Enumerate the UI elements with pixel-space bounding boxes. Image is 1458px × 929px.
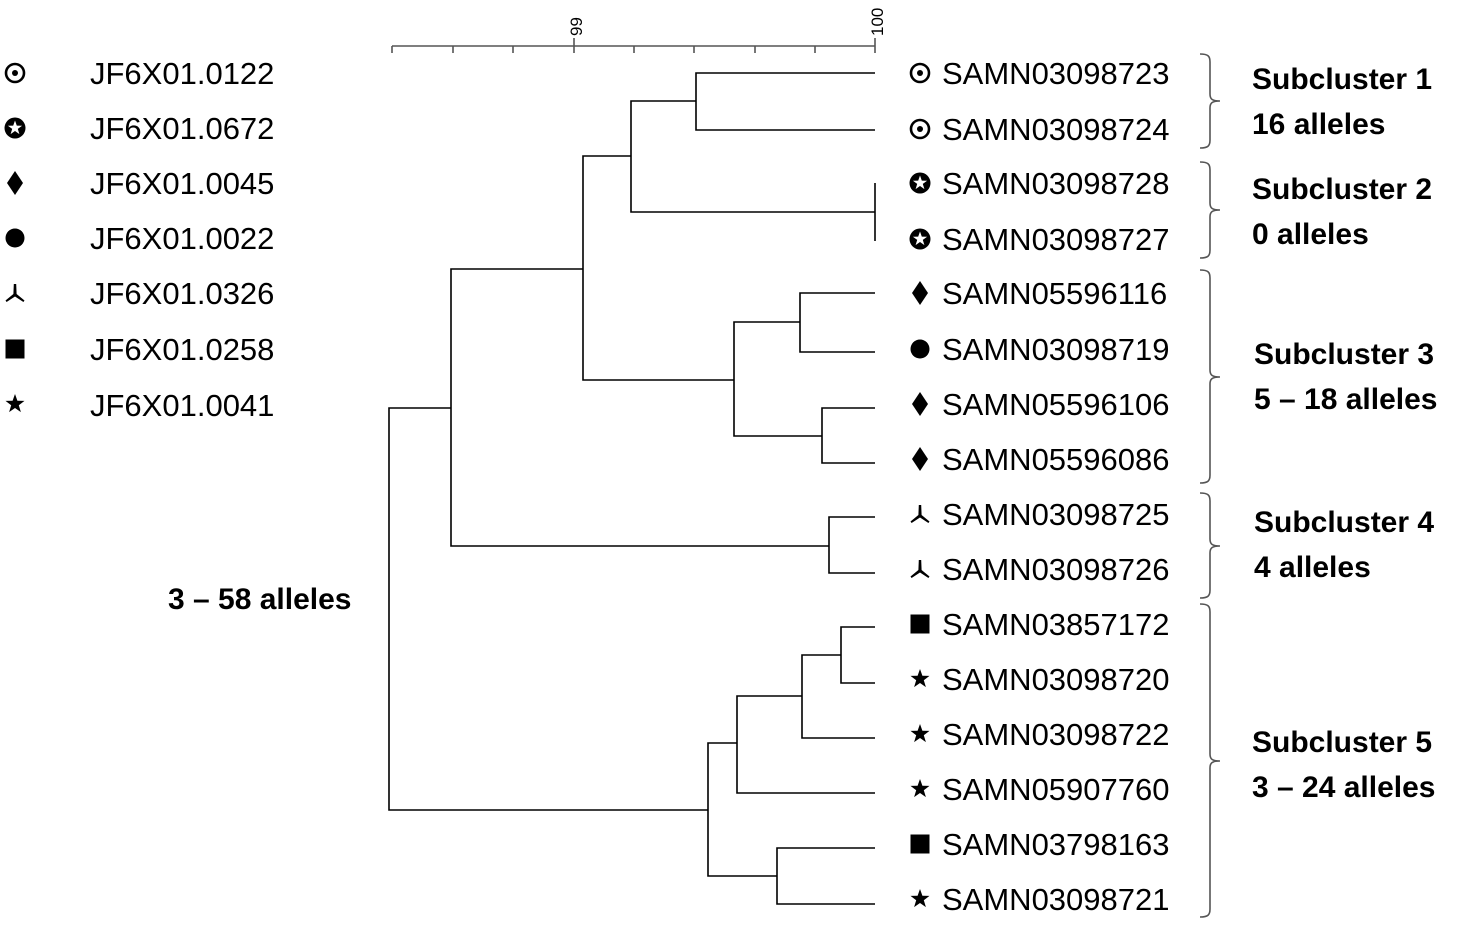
leaf-star-icon [910, 889, 930, 908]
subcluster-brackets [1199, 53, 1221, 918]
subcluster-annotations: Subcluster 1 16 alleles Subcluster 2 0 a… [1252, 63, 1438, 804]
leaf-label: SAMN03798163 [942, 827, 1170, 862]
legend-label: JF6X01.0045 [90, 166, 274, 201]
leaf-label: SAMN03098723 [942, 56, 1170, 91]
leaf-label: SAMN03098724 [942, 112, 1170, 147]
leaf-label: SAMN03098721 [942, 882, 1170, 917]
tree-branch [736, 695, 875, 794]
subcluster-bracket [1199, 603, 1221, 918]
leaf-label: SAMN05596116 [942, 276, 1167, 311]
leaf-label: SAMN05596086 [942, 442, 1170, 477]
tree-branch [733, 321, 822, 437]
leaf-diamond-icon [912, 392, 928, 416]
leaf-label: SAMN05596106 [942, 387, 1170, 422]
legend-square-icon [5, 339, 25, 359]
leaf-diamond-icon [912, 447, 928, 471]
tree-branch [582, 155, 734, 381]
subcluster-1-alleles: 16 alleles [1252, 108, 1385, 141]
legend-tri-branch-icon [5, 284, 25, 302]
tree-branch [828, 516, 875, 574]
leaf-list: SAMN03098723 SAMN03098724 SAMN03098728 S… [909, 56, 1170, 917]
scale-label-99: 99 [567, 17, 586, 36]
leaf-label: SAMN03098719 [942, 332, 1170, 367]
tree-branch [695, 72, 875, 131]
leaf-label: SAMN03098726 [942, 552, 1170, 587]
leaf-label: SAMN03098728 [942, 166, 1170, 201]
subcluster-2-alleles: 0 alleles [1252, 218, 1369, 251]
similarity-scale: 99 100 [391, 8, 887, 53]
leaf-circled-star-icon [909, 172, 931, 194]
legend-circled-dot-icon [4, 62, 26, 84]
legend-label: JF6X01.0672 [90, 111, 274, 146]
legend: JF6X01.0122 JF6X01.0672 JF6X01.0045 JF6X… [4, 56, 274, 423]
leaf-label: SAMN03098722 [942, 717, 1170, 752]
subcluster-3-alleles: 5 – 18 alleles [1254, 383, 1438, 416]
subcluster-3-name: Subcluster 3 [1254, 338, 1434, 371]
tree-branch [707, 742, 777, 877]
tree-branch [450, 268, 829, 547]
scale-label-100: 100 [868, 8, 887, 36]
leaf-square-icon [910, 834, 930, 854]
subcluster-5-alleles: 3 – 24 alleles [1252, 771, 1436, 804]
subcluster-bracket [1199, 492, 1221, 599]
legend-label: JF6X01.0258 [90, 332, 274, 367]
subcluster-bracket [1199, 269, 1221, 484]
subcluster-2-name: Subcluster 2 [1252, 173, 1432, 206]
root-annotation: 3 – 58 alleles [168, 583, 352, 616]
leaf-circle-icon [910, 339, 930, 359]
legend-label: JF6X01.0041 [90, 388, 274, 423]
leaf-tri-branch-icon [910, 560, 930, 578]
leaf-diamond-icon [912, 281, 928, 305]
leaf-star-icon [910, 724, 930, 743]
legend-circle-icon [5, 228, 25, 248]
tree-branch [776, 847, 875, 905]
subcluster-5-name: Subcluster 5 [1252, 726, 1432, 759]
tree-branch [630, 100, 875, 213]
legend-label: JF6X01.0022 [90, 221, 274, 256]
tree-branch [840, 626, 875, 684]
legend-star-icon [5, 394, 25, 413]
tree-branch [821, 407, 875, 464]
leaf-label: SAMN03098727 [942, 222, 1170, 257]
subcluster-4-name: Subcluster 4 [1254, 506, 1434, 539]
leaf-label: SAMN03857172 [942, 607, 1170, 642]
legend-diamond-icon [7, 171, 23, 195]
subcluster-1-name: Subcluster 1 [1252, 63, 1432, 96]
legend-label: JF6X01.0326 [90, 276, 274, 311]
leaf-circled-dot-icon [909, 62, 931, 84]
leaf-star-icon [910, 669, 930, 688]
legend-circled-star-icon [4, 117, 26, 139]
subcluster-4-alleles: 4 alleles [1254, 551, 1371, 584]
leaf-square-icon [910, 614, 930, 634]
dendrogram-tree [388, 72, 876, 905]
tree-branch [801, 654, 875, 739]
tree-branch [799, 292, 875, 353]
leaf-circled-dot-icon [909, 118, 931, 140]
leaf-star-icon [910, 779, 930, 798]
leaf-circled-star-icon [909, 228, 931, 250]
subcluster-bracket [1199, 161, 1221, 259]
leaf-label: SAMN05907760 [942, 772, 1170, 807]
legend-label: JF6X01.0122 [90, 56, 274, 91]
leaf-label: SAMN03098720 [942, 662, 1170, 697]
leaf-tri-branch-icon [910, 505, 930, 523]
leaf-label: SAMN03098725 [942, 497, 1170, 532]
subcluster-bracket [1199, 53, 1221, 149]
tree-branch [388, 407, 708, 811]
